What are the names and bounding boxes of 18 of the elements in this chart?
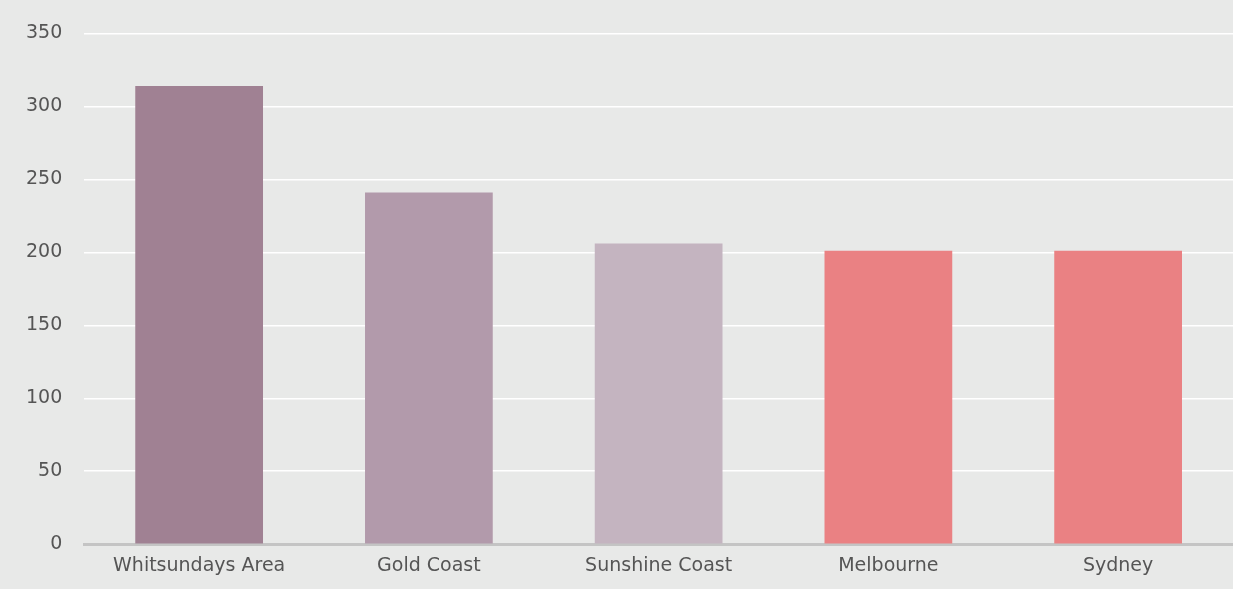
x-tick-label: Sydney (1082, 552, 1154, 575)
y-tick-label: 50 (38, 458, 63, 481)
y-tick-label: 350 (26, 20, 63, 43)
bar (365, 192, 493, 544)
y-tick-label: 0 (50, 531, 63, 554)
y-tick-label: 200 (26, 239, 63, 262)
y-tick-label: 300 (26, 93, 63, 116)
bar (594, 243, 723, 544)
x-tick-label: Melbourne (838, 552, 939, 575)
y-tick-label: 250 (26, 166, 63, 189)
x-tick-label: Gold Coast (377, 552, 481, 575)
y-tick-label: 100 (26, 385, 63, 408)
x-tick-label: Whitsundays Area (113, 552, 286, 575)
bar (135, 85, 264, 544)
bar (824, 250, 953, 544)
x-tick-label: Sunshine Coast (585, 552, 733, 575)
bar (1054, 250, 1182, 544)
y-tick-label: 150 (26, 312, 63, 335)
